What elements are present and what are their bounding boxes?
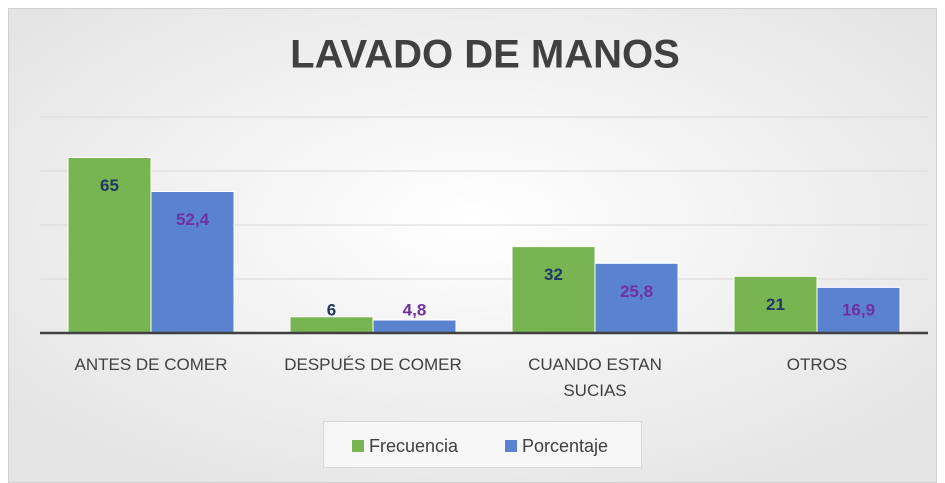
data-label: 6	[327, 300, 336, 319]
data-label: 65	[100, 176, 119, 195]
x-tick-label: ANTES DE COMER	[74, 355, 228, 374]
bar	[594, 262, 679, 334]
data-label: 52,4	[176, 210, 210, 229]
x-tick-label: DESPUÉS DE COMER	[284, 355, 462, 374]
bar	[511, 246, 596, 334]
x-tick-label: CUANDO ESTAN SUCIAS	[528, 355, 662, 400]
data-label: 32	[544, 265, 563, 284]
legend-label: Frecuencia	[369, 436, 459, 456]
chart-title: LAVADO DE MANOS	[290, 33, 680, 77]
data-label: 21	[766, 295, 785, 314]
bar	[816, 286, 901, 334]
legend-swatch	[352, 440, 364, 452]
bar	[67, 157, 152, 334]
bar	[372, 319, 457, 334]
legend-label: Porcentaje	[522, 436, 608, 456]
data-label: 16,9	[842, 300, 875, 319]
legend-box	[323, 421, 642, 468]
data-label: 4,8	[403, 300, 427, 319]
x-tick-label: OTROS	[786, 355, 848, 374]
bar	[733, 275, 818, 334]
legend-swatch	[505, 440, 517, 452]
data-label: 25,8	[620, 282, 653, 301]
bar	[150, 191, 235, 334]
